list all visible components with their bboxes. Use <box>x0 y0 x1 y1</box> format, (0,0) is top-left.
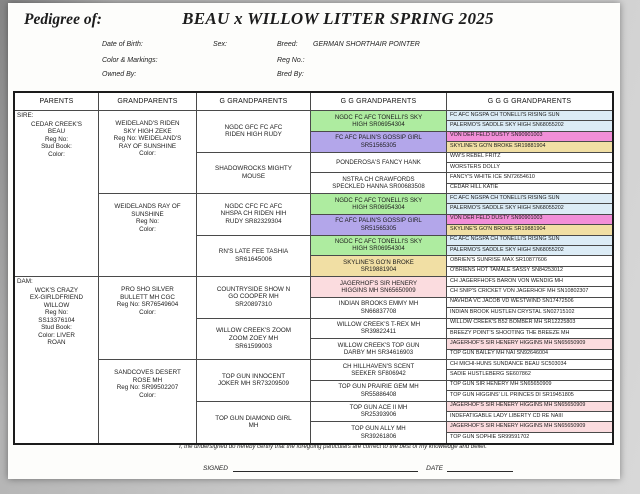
gg-grandparent-cell: TOP GUN ACE II MH SR25393906 <box>311 401 446 423</box>
grandparent-cell: WEIDELAND'S RIDEN SKY HIGH ZEKE Reg No: … <box>99 111 196 194</box>
pedigree-table: PARENTS SIRE: CEDAR CREEK'S BEAU Reg No:… <box>13 91 614 445</box>
gg-grandparents-header: G G GRANDPARENTS <box>311 93 446 111</box>
sire-cell: SIRE: CEDAR CREEK'S BEAU Reg No: Stud Bo… <box>15 111 98 277</box>
ggg-grandparent-cell: PALERMO'S SADDLE SKY HIGH SN68055202 <box>447 245 612 257</box>
ggg-grandparent-cell: INDIAN BROOK HUSTLEN CRYSTAL SN02715102 <box>447 308 612 319</box>
g-grandparent-cell: WILLOW CREEK'S ZOOM ZOOM ZOEY MH SR61599… <box>197 319 310 360</box>
info-row-1: Date of Birth: Sex: Breed: GERMAN SHORTH… <box>8 41 620 53</box>
gg-grandparent-cell: INDIAN BROOKS EMMY MH SN66837708 <box>311 297 446 319</box>
ggg-grandparent-cell: FC AFC NGSPA CH TONELLI'S RISING SUN <box>447 235 612 246</box>
ggg-grandparent-cell: CH JAGERFHOFS BARON VON WENDIG MH <box>447 277 612 288</box>
ggg-grandparent-cell: INDEFATIGABLE LADY LIBERTY CD RE NAIII <box>447 411 612 423</box>
gg-grandparent-cell: CH HILLHAVEN'S SCENT SEEKER SF806942 <box>311 360 446 381</box>
column-ggg-grandparents: G G G GRANDPARENTS FC AFC NGSPA CH TONEL… <box>447 93 612 443</box>
ggg-grandparent-cell: CH MICHI-HUNS SUNDANCE BEAU SC503034 <box>447 360 612 371</box>
ggg-grandparent-cell: FANCY'S WHITE ICE SN72654610 <box>447 173 612 184</box>
pedigree-document-page: Pedigree of: BEAU x WILLOW LITTER SPRING… <box>8 3 620 479</box>
ggg-grandparent-cell: SKYLINE'S GO'N BROKE SR19881904 <box>447 225 612 236</box>
pedigree-of-label: Pedigree of: <box>24 11 102 28</box>
dam-details: WCK'S CRAZY EX-GIRLDFRIEND WILLOW Reg No… <box>29 286 84 347</box>
g-grandparent-cell: TOP GUN DIAMOND GIRL MH <box>215 414 292 430</box>
grandparent-cell: PRO SHO SILVER BULLETT MH CGC Reg No: SR… <box>99 277 196 360</box>
date-label: DATE <box>426 465 443 472</box>
grandparents-header: GRANDPARENTS <box>99 93 196 111</box>
ggg-grandparent-cell: SKYLINE'S GO'N BROKE SR19881904 <box>447 142 612 153</box>
info-row-2: Color & Markings: Reg No.: <box>8 57 620 69</box>
signature-row: SIGNED DATE <box>203 458 513 472</box>
gg-grandparent-cell: NGDC FC AFC TONELLI'S SKY HIGH SR0695430… <box>311 194 446 215</box>
ggg-grandparent-cell: VON DER FELD DUSTY SN90901003 <box>447 131 612 143</box>
gg-grandparent-cell: FC AFC PALIN'S GOSSIP GIRL SR51565305 <box>311 214 446 236</box>
gg-grandparent-cell: PONDEROSA'S FANCY HANK <box>311 152 446 174</box>
gg-grandparent-cell: NGDC FC AFC TONELLI'S SKY HIGH SR0695430… <box>311 111 446 132</box>
parents-header: PARENTS <box>15 93 98 111</box>
info-row-3: Owned By: Bred By: <box>8 71 620 83</box>
ggg-grandparent-cell: NAVHDA VC JACOB VD WESTWIND SN17472506 <box>447 297 612 309</box>
ggg-grandparent-cell: JAGERHOF'S SIR HENERY HIGGINS MH SN65650… <box>447 339 612 350</box>
g-grandparent-cell: SHADOWROCKS MIGHTY MOUSE <box>197 153 310 194</box>
gg-grandparent-cell: WILLOW CREEK'S T-REX MH SR39822411 <box>311 318 446 340</box>
ggg-grandparent-cell: WW'S REBEL FRITZ <box>447 152 612 163</box>
gg-grandparent-cell: NSTRA CH CRAWFORDS SPECKLED HANNA SR0068… <box>311 173 446 194</box>
litter-title: BEAU x WILLOW LITTER SPRING 2025 <box>182 9 494 28</box>
owned-by-label: Owned By: <box>102 71 137 78</box>
certification-statement: I, the undersigned do hereby certify tha… <box>179 444 487 450</box>
ggg-grandparent-cell: TOP GUN SOPHIE SR99591702 <box>447 432 612 443</box>
sex-label: Sex: <box>213 41 228 48</box>
g-grandparent-cell: NGDC GFC FC AFC RIDEN HIGH RUDY <box>197 111 310 153</box>
ggg-grandparent-cell: TOP GUN BAILEY MH NAI SN92646004 <box>447 349 612 360</box>
gg-grandparent-cell: TOP GUN PRAIRIE GEM MH SR55886408 <box>311 380 446 402</box>
date-of-birth-label: Date of Birth: <box>102 41 143 48</box>
column-parents: PARENTS SIRE: CEDAR CREEK'S BEAU Reg No:… <box>15 93 99 443</box>
gg-grandparent-cell: JAGERHOF'S SIR HENERY HIGGINS MH SN65650… <box>311 277 446 298</box>
g-grandparent-cell: RN'S LATE FEE TASHIA SR61645006 <box>197 236 310 277</box>
ggg-grandparent-cell: PALERMO'S SADDLE SKY HIGH SN68055202 <box>447 121 612 132</box>
sire-details: CEDAR CREEK'S BEAU Reg No: Stud Book: Co… <box>31 120 82 158</box>
gg-grandparent-cell: NGDC FC AFC TONELLI'S SKY HIGH SR0695430… <box>311 235 446 257</box>
ggg-grandparent-cell: OBRIEN'S SUNRISE MAX SR10877606 <box>447 256 612 267</box>
breed-label: Breed: <box>277 41 298 48</box>
gg-grandparent-cell: WILLOW CREEK'S TOP GUN DARBY MH SR346169… <box>311 339 446 360</box>
signed-label: SIGNED <box>203 465 228 472</box>
ggg-grandparent-cell: FC AFC NGSPA CH TONELLI'S RISING SUN <box>447 194 612 205</box>
signature-line <box>232 461 419 472</box>
dam-tag: DAM: <box>17 278 33 285</box>
ggg-grandparent-cell: TOP GUN SIR HENERY MH SN65650909 <box>447 380 612 392</box>
g-grandparents-header: G GRANDPARENTS <box>197 93 310 111</box>
ggg-grandparent-cell: WILLOW CREEK'S B52 BOMBER MH SR12225803 <box>447 318 612 329</box>
gg-grandparent-cell: FC AFC PALIN'S GOSSIP GIRL SR51565305 <box>311 131 446 153</box>
dam-cell: DAM: WCK'S CRAZY EX-GIRLDFRIEND WILLOW R… <box>15 277 98 443</box>
g-grandparent-cell: COUNTRYSIDE SHOW N GO COOPER MH SR208973… <box>197 277 310 319</box>
date-line <box>447 461 513 472</box>
ggg-grandparent-cell: VON DER FELD DUSTY SN90901003 <box>447 214 612 226</box>
reg-no-label: Reg No.: <box>277 57 305 64</box>
ggg-grandparent-cell: FC AFC NGSPA CH TONELLI'S RISING SUN <box>447 111 612 122</box>
ggg-grandparent-cell: BREEZY POINT'S SHOOTING THE BREEZE MH <box>447 328 612 340</box>
ggg-grandparent-cell: SADIE HUSTLEBERG SE607862 <box>447 370 612 381</box>
grandparent-cell: SANDCOVES DESERT ROSE MH Reg No: SR99502… <box>114 369 181 399</box>
ggg-grandparent-cell: JAGERHOF'S SIR HENERY HIGGINS MH SN65650… <box>447 401 612 412</box>
bred-by-label: Bred By: <box>277 71 304 78</box>
ggg-grandparent-cell: WORSTERS DOLLY <box>447 162 612 174</box>
ggg-grandparent-cell: O'BRIENS HOT TAMALE SASSY SN84253012 <box>447 266 612 277</box>
ggg-grandparent-cell: CEDAR HILL KATIE <box>447 183 612 194</box>
ggg-grandparents-header: G G G GRANDPARENTS <box>447 93 612 111</box>
column-gg-grandparents: G G GRANDPARENTS NGDC FC AFC TONELLI'S S… <box>311 93 447 443</box>
g-grandparent-cell: NGDC CFC FC AFC NHSPA CH RIDEN HIH RUDY … <box>197 194 310 236</box>
g-grandparent-cell: TOP GUN INNOCENT JOKER MH SR73209509 <box>197 360 310 402</box>
sire-tag: SIRE: <box>17 112 34 119</box>
gg-grandparent-cell: SKYLINE'S GO'N BROKE SR19881904 <box>311 256 446 277</box>
color-markings-label: Color & Markings: <box>102 57 158 64</box>
breed-value: GERMAN SHORTHAIR POINTER <box>313 41 420 48</box>
column-g-grandparents: G GRANDPARENTS NGDC GFC FC AFC RIDEN HIG… <box>197 93 311 443</box>
ggg-grandparent-cell: JAGERHOF'S SIR HENERY HIGGINS MH SN65650… <box>447 422 612 433</box>
grandparent-cell: WEIDELANDS RAY OF SUNSHINE Reg No: Color… <box>99 194 196 277</box>
ggg-grandparent-cell: PALERMO'S SADDLE SKY HIGH SN68055202 <box>447 204 612 215</box>
column-grandparents: GRANDPARENTS WEIDELAND'S RIDEN SKY HIGH … <box>99 93 197 443</box>
ggg-grandparent-cell: TOP GUN HIGGINS' LIL PRINCES DI SR194518… <box>447 391 612 402</box>
ggg-grandparent-cell: CH SNIP'S CRICKET VON JAGERHOF MH SN1080… <box>447 287 612 298</box>
gg-grandparent-cell: TOP GUN ALLY MH SR39261806 <box>311 422 446 443</box>
